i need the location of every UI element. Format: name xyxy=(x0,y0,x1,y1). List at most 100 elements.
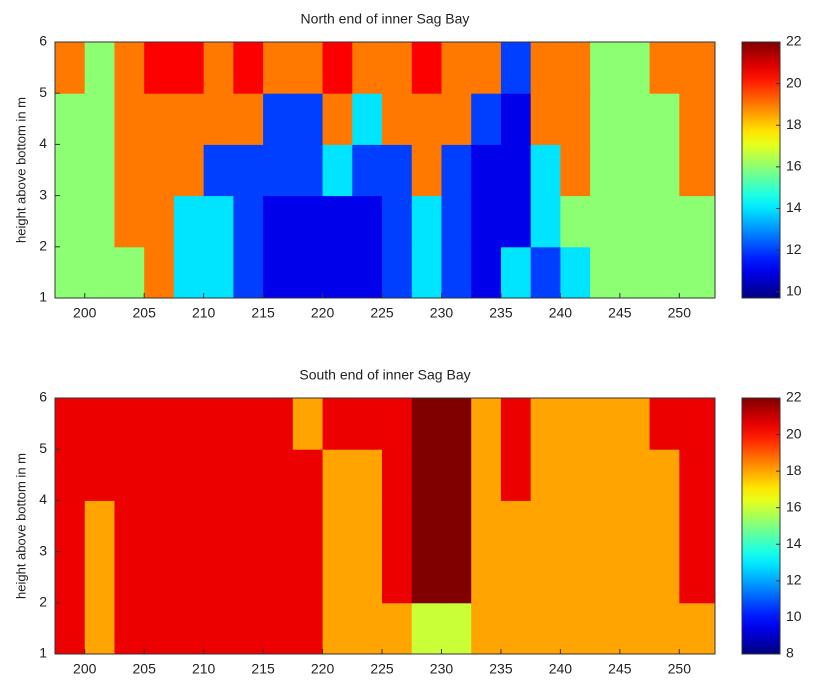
cell xyxy=(530,144,561,197)
cell xyxy=(144,144,175,197)
cell xyxy=(263,449,294,501)
cell xyxy=(55,144,86,197)
cell xyxy=(144,195,175,248)
cell xyxy=(441,42,472,94)
cell xyxy=(292,93,324,145)
cell xyxy=(55,398,86,450)
cell xyxy=(352,42,383,94)
cell xyxy=(292,42,324,94)
cell xyxy=(411,195,442,248)
cell xyxy=(590,195,621,248)
cell xyxy=(263,195,294,248)
cell xyxy=(173,195,205,248)
cell xyxy=(560,246,591,299)
cell xyxy=(263,144,294,197)
cell xyxy=(411,602,442,655)
cell xyxy=(203,551,234,604)
cell xyxy=(679,42,716,94)
cell xyxy=(173,551,205,604)
cell xyxy=(55,500,86,553)
x-tick-label: 220 xyxy=(311,305,335,321)
cell xyxy=(649,551,680,604)
cell xyxy=(173,398,205,450)
cell xyxy=(560,398,591,450)
cell xyxy=(441,195,472,248)
cell xyxy=(441,398,472,450)
cell xyxy=(619,246,651,299)
colorbar-tick-label: 10 xyxy=(786,282,802,298)
cell xyxy=(322,93,353,145)
y-tick-label: 1 xyxy=(39,289,47,305)
cell xyxy=(352,449,383,501)
cell xyxy=(173,500,205,553)
cell xyxy=(263,246,294,299)
cell xyxy=(144,551,175,604)
cell xyxy=(411,551,442,604)
cell xyxy=(500,551,532,604)
cell xyxy=(441,602,472,655)
cell xyxy=(530,449,561,501)
cell xyxy=(590,449,621,501)
cell xyxy=(114,144,145,197)
cell xyxy=(352,93,383,145)
x-tick-label: 235 xyxy=(489,305,513,321)
cell xyxy=(352,144,383,197)
x-tick-label: 215 xyxy=(251,305,275,321)
cell xyxy=(114,195,145,248)
cell xyxy=(530,551,561,604)
cell xyxy=(382,398,413,450)
cell xyxy=(590,93,621,145)
cell xyxy=(144,602,175,655)
cell xyxy=(144,246,175,299)
colorbar-tick-label: 16 xyxy=(786,158,802,174)
plot-frame xyxy=(54,397,716,655)
cell xyxy=(649,246,680,299)
x-tick-label: 235 xyxy=(489,661,513,677)
cell xyxy=(352,195,383,248)
cell xyxy=(292,246,324,299)
colorbar-tick-label: 12 xyxy=(786,572,802,588)
cell xyxy=(114,246,145,299)
cell xyxy=(649,93,680,145)
cell xyxy=(411,246,442,299)
cell xyxy=(144,42,175,94)
cell xyxy=(530,602,561,655)
x-tick-label: 220 xyxy=(311,661,335,677)
colorbar-tick-label: 16 xyxy=(786,498,802,514)
cell xyxy=(560,144,591,197)
cell xyxy=(144,93,175,145)
y-tick-label: 3 xyxy=(39,542,47,558)
cell xyxy=(233,551,264,604)
cell xyxy=(322,500,353,553)
cell xyxy=(500,42,532,94)
cell xyxy=(55,195,86,248)
cell xyxy=(590,500,621,553)
cell xyxy=(84,602,115,655)
cell xyxy=(382,602,413,655)
colorbar-tick-label: 12 xyxy=(786,241,802,257)
cell xyxy=(441,93,472,145)
cell xyxy=(382,195,413,248)
cell xyxy=(411,449,442,501)
cell xyxy=(322,246,353,299)
cell xyxy=(322,42,353,94)
colorbar-tick-label: 10 xyxy=(786,608,802,624)
cell xyxy=(590,42,621,94)
cell xyxy=(233,398,264,450)
cell xyxy=(114,449,145,501)
cell xyxy=(560,500,591,553)
cell xyxy=(233,195,264,248)
x-tick-label: 225 xyxy=(370,305,394,321)
colorbar-tick-label: 14 xyxy=(786,199,802,215)
x-tick-label: 240 xyxy=(549,661,573,677)
cell xyxy=(500,144,532,197)
plot-frame xyxy=(54,41,716,299)
cell xyxy=(263,602,294,655)
cell xyxy=(203,398,234,450)
x-tick-label: 250 xyxy=(668,661,692,677)
cell xyxy=(649,195,680,248)
cell xyxy=(382,144,413,197)
cell xyxy=(322,195,353,248)
cell xyxy=(441,500,472,553)
